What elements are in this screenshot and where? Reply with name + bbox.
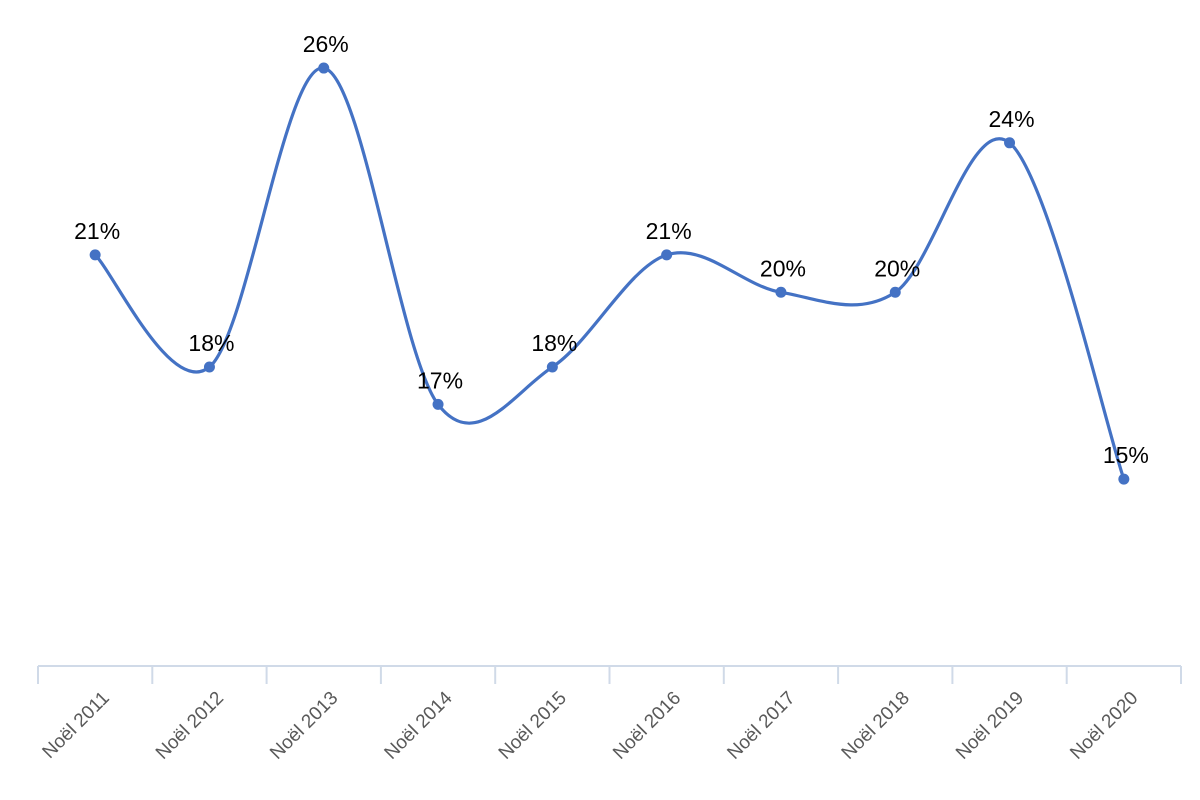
series-line-group [93, 66, 1126, 480]
data-label: 21% [646, 218, 692, 244]
data-label: 24% [989, 106, 1035, 132]
x-tick-label: Noël 2011 [39, 688, 114, 763]
data-point [203, 361, 215, 373]
x-tick-label: Noël 2018 [838, 688, 914, 764]
data-point [1118, 473, 1130, 485]
x-tick-label: Noël 2015 [495, 688, 571, 764]
data-label: 15% [1103, 442, 1149, 468]
data-label: 20% [874, 255, 920, 281]
data-label: 17% [417, 367, 463, 393]
x-tick-label: Noël 2020 [1066, 688, 1142, 764]
x-tick-label: Noël 2019 [952, 688, 1028, 764]
data-point [89, 249, 101, 261]
series-line [93, 66, 1126, 480]
x-tick-label: Noël 2017 [723, 688, 799, 764]
data-label: 26% [303, 31, 349, 57]
data-point-group [89, 62, 1130, 485]
data-label-group: 21% 18% 26% 17% 18% 21% 20% 20% 24% 15% [74, 31, 1149, 468]
data-label: 18% [188, 330, 234, 356]
data-point [775, 286, 787, 298]
data-point [661, 249, 673, 261]
data-label: 20% [760, 255, 806, 281]
data-point [546, 361, 558, 373]
data-point [318, 62, 330, 74]
x-tick-label: Noël 2012 [152, 688, 228, 764]
x-axis [37, 665, 1182, 684]
data-label: 18% [531, 330, 577, 356]
data-point [1004, 137, 1016, 149]
data-point [889, 286, 901, 298]
x-tick-label: Noël 2016 [609, 688, 685, 764]
x-tick-label: Noël 2013 [266, 688, 342, 764]
data-point [432, 398, 444, 410]
x-tick-label: Noël 2014 [381, 687, 457, 763]
data-label: 21% [74, 218, 120, 244]
x-tick-labels: Noël 2011 Noël 2012 Noël 2013 Noël 2014 Noël… [39, 687, 1143, 763]
